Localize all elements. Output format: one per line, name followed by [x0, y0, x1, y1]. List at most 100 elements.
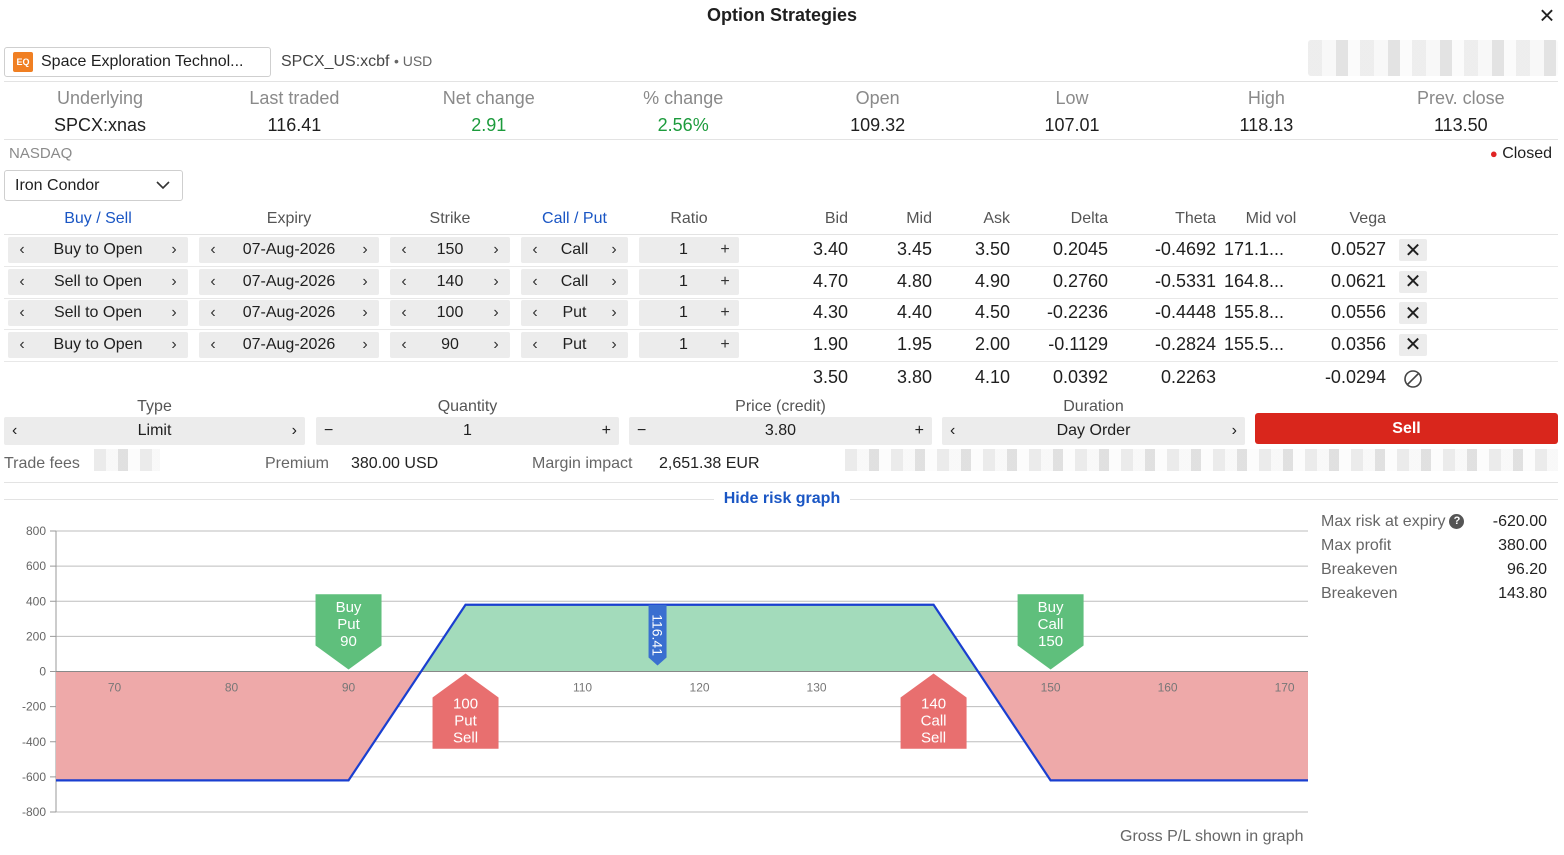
clear-all-icon[interactable]	[1402, 368, 1424, 390]
leg-ratio-value[interactable]: 1	[679, 304, 688, 321]
chevron-right-icon[interactable]: ›	[171, 335, 177, 353]
leg-strike-select[interactable]: ‹ 90 ›	[390, 331, 510, 358]
plus-icon[interactable]: +	[720, 304, 730, 321]
leg-ratio-value[interactable]: 1	[679, 335, 688, 353]
column-header-buy-sell[interactable]: Buy / Sell	[64, 210, 132, 227]
minus-icon[interactable]: −	[324, 422, 334, 439]
plus-icon[interactable]: +	[720, 241, 730, 258]
leg-ratio-value[interactable]: 1	[679, 272, 688, 290]
plus-icon[interactable]: +	[601, 422, 611, 439]
leg-ratio-stepper[interactable]: 1 +	[639, 268, 739, 295]
leg-expiry-select[interactable]: ‹ 07-Aug-2026 ›	[199, 300, 379, 326]
chevron-left-icon[interactable]: ‹	[532, 304, 538, 321]
chevron-right-icon[interactable]: ›	[362, 272, 368, 290]
leg-ratio-stepper[interactable]: 1 +	[639, 300, 739, 326]
x-tick-label: 80	[225, 681, 239, 695]
chevron-right-icon[interactable]: ›	[611, 272, 617, 290]
leg-strike-select[interactable]: ‹ 150 ›	[390, 237, 510, 263]
remove-leg-button[interactable]: ✕	[1399, 302, 1427, 325]
sell-button[interactable]: Sell	[1255, 413, 1558, 444]
leg-type-select[interactable]: ‹ Call ›	[521, 268, 628, 295]
marker-text: 100	[453, 696, 478, 713]
stat-item: Net change 2.91	[392, 88, 586, 136]
leg-side-select[interactable]: ‹ Sell to Open ›	[8, 268, 188, 295]
leg-strike-select[interactable]: ‹ 100 ›	[390, 300, 510, 326]
leg-type-select[interactable]: ‹ Call ›	[521, 237, 628, 263]
chevron-right-icon[interactable]: ›	[362, 304, 368, 321]
marker-text: Put	[337, 616, 360, 633]
leg-expiry-select[interactable]: ‹ 07-Aug-2026 ›	[199, 237, 379, 263]
leg-type-select[interactable]: ‹ Put ›	[521, 331, 628, 358]
chevron-left-icon[interactable]: ‹	[532, 335, 538, 353]
chevron-right-icon[interactable]: ›	[362, 241, 368, 258]
leg-ratio-stepper[interactable]: 1 +	[639, 331, 739, 358]
close-icon[interactable]: ×	[1539, 0, 1555, 30]
trade-fees-label: Trade fees	[4, 455, 80, 472]
chevron-right-icon[interactable]: ›	[291, 422, 297, 439]
leg-side-select[interactable]: ‹ Sell to Open ›	[8, 300, 188, 326]
chevron-right-icon[interactable]: ›	[493, 272, 499, 290]
chevron-right-icon[interactable]: ›	[171, 241, 177, 258]
quantity-value[interactable]: 1	[463, 422, 472, 439]
remove-leg-button[interactable]: ✕	[1399, 239, 1427, 262]
order-type-select[interactable]: ‹ Limit ›	[4, 417, 305, 445]
leg-type-select-value: Put	[562, 335, 587, 353]
column-header-call-put[interactable]: Call / Put	[542, 210, 607, 227]
y-tick-label: 600	[26, 559, 46, 573]
chevron-left-icon[interactable]: ‹	[401, 241, 407, 258]
leg-type-select[interactable]: ‹ Put ›	[521, 300, 628, 326]
chevron-right-icon[interactable]: ›	[493, 241, 499, 258]
chevron-left-icon[interactable]: ‹	[19, 241, 25, 258]
stat-value: 2.91	[471, 115, 507, 135]
chevron-left-icon[interactable]: ‹	[210, 335, 216, 353]
leg-ratio-stepper[interactable]: 1 +	[639, 237, 739, 263]
chevron-left-icon[interactable]: ‹	[532, 241, 538, 258]
chevron-right-icon[interactable]: ›	[171, 272, 177, 290]
chevron-right-icon[interactable]: ›	[611, 304, 617, 321]
chevron-left-icon[interactable]: ‹	[19, 304, 25, 321]
chevron-left-icon[interactable]: ‹	[401, 272, 407, 290]
close-icon: ✕	[1404, 239, 1422, 262]
chevron-left-icon[interactable]: ‹	[210, 272, 216, 290]
chevron-right-icon[interactable]: ›	[611, 241, 617, 258]
leg-side-select[interactable]: ‹ Buy to Open ›	[8, 331, 188, 358]
leg-ratio-value[interactable]: 1	[679, 241, 688, 258]
chevron-left-icon[interactable]: ‹	[19, 335, 25, 353]
chevron-right-icon[interactable]: ›	[362, 335, 368, 353]
hide-risk-graph-link[interactable]: Hide risk graph	[713, 490, 851, 507]
help-icon[interactable]: ?	[1449, 514, 1465, 530]
leg-strike-select[interactable]: ‹ 140 ›	[390, 268, 510, 295]
remove-leg-button[interactable]: ✕	[1399, 270, 1427, 293]
chevron-left-icon[interactable]: ‹	[401, 304, 407, 321]
leg-expiry-select[interactable]: ‹ 07-Aug-2026 ›	[199, 268, 379, 295]
leg-expiry-select[interactable]: ‹ 07-Aug-2026 ›	[199, 331, 379, 358]
quantity-stepper[interactable]: − 1 +	[316, 417, 619, 445]
chevron-left-icon[interactable]: ‹	[19, 272, 25, 290]
leg-side-select[interactable]: ‹ Buy to Open ›	[8, 237, 188, 263]
column-header-ask: Ask	[983, 210, 1010, 227]
strategy-select[interactable]: Iron Condor	[4, 170, 183, 201]
instrument-selector[interactable]: EQ Space Exploration Technol...	[4, 47, 271, 77]
chevron-left-icon[interactable]: ‹	[210, 241, 216, 258]
chevron-left-icon[interactable]: ‹	[12, 422, 18, 439]
chevron-left-icon[interactable]: ‹	[401, 335, 407, 353]
chevron-left-icon[interactable]: ‹	[210, 304, 216, 321]
hide-risk-graph-toggle[interactable]: Hide risk graph	[0, 490, 1564, 508]
duration-label: Duration	[1063, 398, 1124, 415]
marker-text: Call	[1038, 616, 1064, 633]
chevron-right-icon[interactable]: ›	[1231, 422, 1237, 439]
chevron-right-icon[interactable]: ›	[493, 335, 499, 353]
plus-icon[interactable]: +	[914, 422, 924, 439]
chevron-left-icon[interactable]: ‹	[532, 272, 538, 290]
chevron-right-icon[interactable]: ›	[493, 304, 499, 321]
price-stepper[interactable]: − 3.80 +	[629, 417, 932, 445]
plus-icon[interactable]: +	[720, 272, 730, 290]
chevron-right-icon[interactable]: ›	[611, 335, 617, 353]
chevron-right-icon[interactable]: ›	[171, 304, 177, 321]
plus-icon[interactable]: +	[720, 335, 730, 353]
minus-icon[interactable]: −	[637, 422, 647, 439]
chevron-left-icon[interactable]: ‹	[950, 422, 956, 439]
remove-leg-button[interactable]: ✕	[1399, 333, 1427, 356]
duration-select[interactable]: ‹ Day Order ›	[942, 417, 1245, 445]
price-value[interactable]: 3.80	[764, 422, 797, 439]
